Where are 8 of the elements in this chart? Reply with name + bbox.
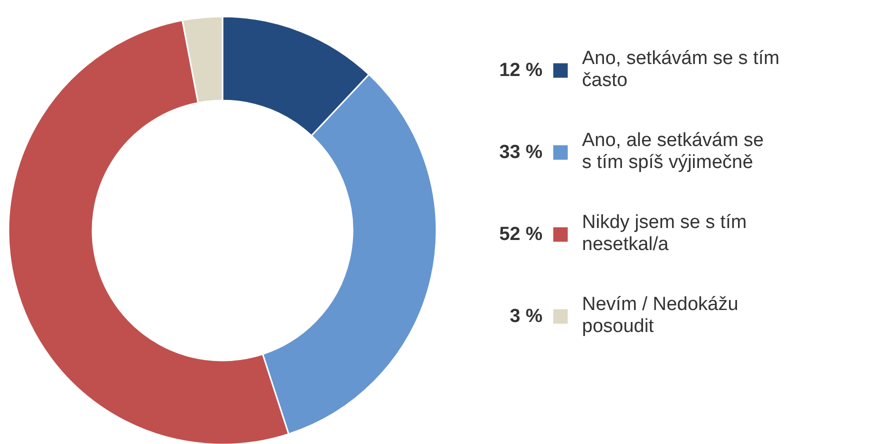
legend-label: Nikdy jsem se s tím nesetkal/a: [582, 211, 747, 257]
data-label: 3 %: [510, 306, 543, 327]
data-label: 12 %: [499, 60, 543, 81]
data-label: 52 %: [499, 224, 543, 245]
legend-label: Nevím / Nedokážu posoudit: [582, 293, 738, 339]
legend-label: Ano, ale setkávám se s tím spíš výjimečně: [582, 129, 764, 175]
legend-label: Ano, setkávám se s tím často: [582, 47, 780, 93]
data-label: 33 %: [499, 142, 543, 163]
